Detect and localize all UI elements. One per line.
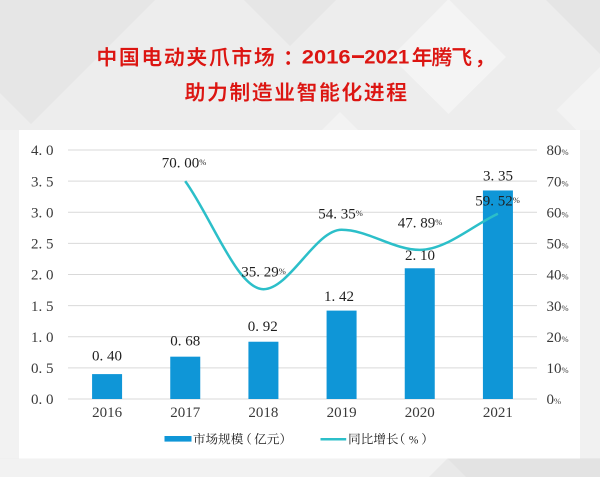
svg-text:2016: 2016 — [92, 405, 123, 421]
svg-text:1. 5: 1. 5 — [31, 299, 54, 315]
svg-text:1. 42: 1. 42 — [324, 289, 354, 305]
svg-text:0. 68: 0. 68 — [170, 334, 200, 350]
svg-text:3. 0: 3. 0 — [31, 205, 54, 221]
svg-text:0. 5: 0. 5 — [31, 361, 54, 377]
svg-text:%: % — [409, 435, 419, 447]
svg-text:2021: 2021 — [364, 46, 409, 68]
svg-text:2. 5: 2. 5 — [31, 237, 54, 253]
svg-text:2019: 2019 — [327, 405, 357, 421]
svg-text:2021: 2021 — [483, 405, 513, 421]
svg-text:2. 0: 2. 0 — [31, 268, 54, 284]
svg-text:2018: 2018 — [248, 405, 278, 421]
svg-text:2016: 2016 — [302, 46, 351, 68]
svg-text:0. 0: 0. 0 — [31, 392, 54, 408]
svg-text:3. 5: 3. 5 — [31, 174, 54, 190]
svg-text:0. 92: 0. 92 — [248, 319, 278, 335]
svg-text:0. 40: 0. 40 — [92, 349, 122, 365]
svg-text:1. 0: 1. 0 — [31, 330, 54, 346]
svg-text:2. 10: 2. 10 — [405, 248, 435, 264]
svg-text:4. 0: 4. 0 — [31, 143, 54, 159]
svg-text:2020: 2020 — [405, 405, 435, 421]
svg-text:2017: 2017 — [170, 405, 201, 421]
svg-text:3. 35: 3. 35 — [483, 169, 513, 185]
